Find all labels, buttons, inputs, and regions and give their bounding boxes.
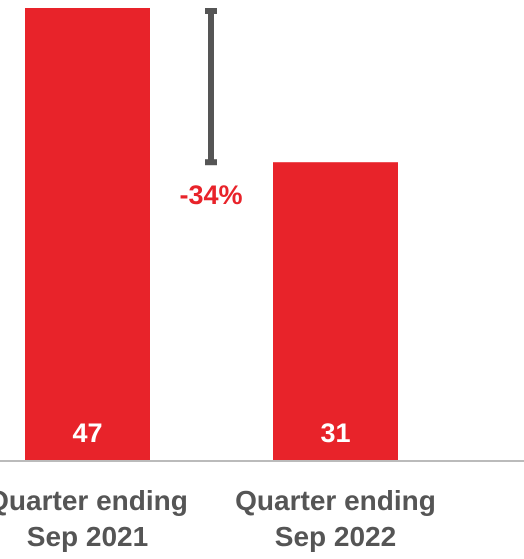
bar-value-label-1: 47	[72, 418, 102, 448]
category-label-1-line-2: Sep 2021	[27, 521, 148, 552]
category-label-1-line-1: Quarter ending	[0, 485, 188, 516]
bar-1	[25, 8, 150, 461]
change-label: -34%	[179, 180, 242, 210]
category-label-2-line-1: Quarter ending	[235, 485, 436, 516]
bar-value-label-2: 31	[320, 418, 350, 448]
category-label-2-line-2: Sep 2022	[275, 521, 396, 552]
bar-2	[273, 162, 398, 461]
